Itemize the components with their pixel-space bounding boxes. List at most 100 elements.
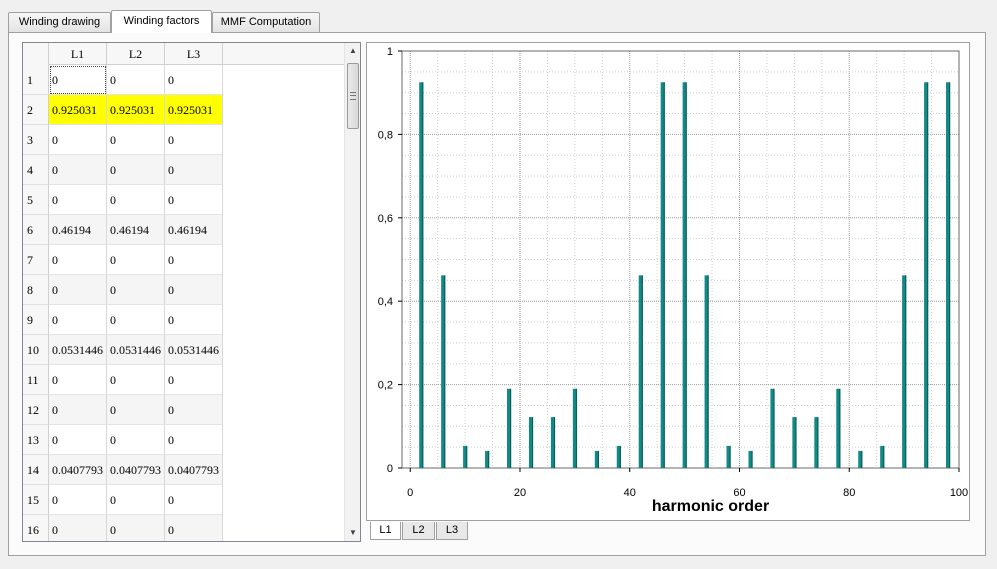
chart-bar: [770, 388, 775, 468]
scroll-up-icon[interactable]: ▲: [349, 46, 357, 55]
table-cell[interactable]: 0.0407793: [49, 455, 107, 485]
row-header[interactable]: 4: [23, 155, 49, 185]
row-header[interactable]: 2: [23, 95, 49, 125]
row-header[interactable]: 14: [23, 455, 49, 485]
table-cell[interactable]: 0: [165, 395, 223, 425]
table-cell[interactable]: 0: [165, 425, 223, 455]
table-cell[interactable]: 0: [107, 65, 165, 95]
table-cell[interactable]: 0: [165, 245, 223, 275]
table-cell[interactable]: 0.925031: [165, 95, 223, 125]
row-header[interactable]: 13: [23, 425, 49, 455]
table-row[interactable]: 12 0 0 0: [23, 395, 223, 425]
table-cell[interactable]: 0: [107, 125, 165, 155]
chart-svg: 0 0,2 0,4 0,6 0,8 1 0 20 40 60 80 100 harmonic order: [378, 46, 968, 515]
table-cell[interactable]: 0: [107, 155, 165, 185]
row-header[interactable]: 8: [23, 275, 49, 305]
row-header[interactable]: 11: [23, 365, 49, 395]
table-cell[interactable]: 0: [165, 305, 223, 335]
table-cell[interactable]: 0: [107, 365, 165, 395]
table-cell[interactable]: 0.0407793: [107, 455, 165, 485]
table-cell[interactable]: 0: [165, 365, 223, 395]
table-cell[interactable]: 0: [107, 515, 165, 541]
table-cell[interactable]: 0: [107, 185, 165, 215]
scroll-thumb[interactable]: [347, 63, 359, 129]
table-cell[interactable]: 0.0531446: [107, 335, 165, 365]
tab-winding-factors[interactable]: Winding factors: [111, 10, 212, 33]
table-cell[interactable]: 0.0531446: [165, 335, 223, 365]
table-cell[interactable]: 0: [49, 515, 107, 541]
table-cell[interactable]: 0: [107, 425, 165, 455]
table-cell[interactable]: 0.0407793: [165, 455, 223, 485]
table-cell[interactable]: 0: [49, 395, 107, 425]
table-cell[interactable]: 0: [49, 125, 107, 155]
table-row[interactable]: 10 0.0531446 0.0531446 0.0531446: [23, 335, 223, 365]
table-cell[interactable]: 0: [49, 185, 107, 215]
table-row[interactable]: 6 0.46194 0.46194 0.46194: [23, 215, 223, 245]
table-cell[interactable]: 0: [49, 155, 107, 185]
tab-mmf-computation[interactable]: MMF Computation: [212, 12, 320, 32]
table-row[interactable]: 13 0 0 0: [23, 425, 223, 455]
table-cell[interactable]: 0: [49, 305, 107, 335]
column-header-l2[interactable]: L2: [107, 43, 165, 65]
table-row[interactable]: 16 0 0 0: [23, 515, 223, 541]
table-cell[interactable]: 0: [49, 365, 107, 395]
row-header[interactable]: 7: [23, 245, 49, 275]
column-header-l1[interactable]: L1: [49, 43, 107, 65]
table-cell[interactable]: 0: [107, 485, 165, 515]
table-cell[interactable]: 0: [49, 425, 107, 455]
row-header[interactable]: 1: [23, 65, 49, 95]
table-cell[interactable]: 0: [107, 305, 165, 335]
chart-bar: [441, 275, 446, 468]
tab-winding-drawing[interactable]: Winding drawing: [8, 12, 111, 32]
row-header[interactable]: 15: [23, 485, 49, 515]
chart-bar-shade: [685, 82, 687, 469]
table-cell[interactable]: 0: [107, 395, 165, 425]
table-cell[interactable]: 0.925031: [49, 95, 107, 125]
table-cell[interactable]: 0: [165, 185, 223, 215]
row-header[interactable]: 3: [23, 125, 49, 155]
table-cell[interactable]: 0: [165, 485, 223, 515]
table-cell[interactable]: 0: [107, 245, 165, 275]
chart-bar-shade: [444, 275, 446, 468]
table-row[interactable]: 2 0.925031 0.925031 0.925031: [23, 95, 223, 125]
row-header[interactable]: 10: [23, 335, 49, 365]
table-row[interactable]: 14 0.0407793 0.0407793 0.0407793: [23, 455, 223, 485]
tab-l2[interactable]: L2: [402, 522, 435, 540]
table-cell[interactable]: 0.925031: [107, 95, 165, 125]
row-header[interactable]: 6: [23, 215, 49, 245]
row-header[interactable]: 5: [23, 185, 49, 215]
chart-bar-shade: [751, 450, 753, 468]
column-header-l3[interactable]: L3: [165, 43, 223, 65]
row-header[interactable]: 16: [23, 515, 49, 541]
table-cell[interactable]: 0: [165, 515, 223, 541]
table-cell[interactable]: 0: [49, 485, 107, 515]
table-cell[interactable]: 0: [165, 155, 223, 185]
table-cell[interactable]: 0.46194: [165, 215, 223, 245]
table-row[interactable]: 11 0 0 0: [23, 365, 223, 395]
table-cell[interactable]: 0.46194: [107, 215, 165, 245]
table-cell[interactable]: 0: [49, 65, 107, 95]
table-cell[interactable]: 0: [107, 275, 165, 305]
tab-l1[interactable]: L1: [370, 522, 401, 540]
table-cell[interactable]: 0: [165, 275, 223, 305]
table-cell[interactable]: 0: [49, 245, 107, 275]
row-header[interactable]: 9: [23, 305, 49, 335]
tab-l3[interactable]: L3: [436, 522, 468, 540]
table-cell[interactable]: 0.46194: [49, 215, 107, 245]
row-header[interactable]: 12: [23, 395, 49, 425]
table-cell[interactable]: 0: [165, 65, 223, 95]
table-cell[interactable]: 0: [49, 275, 107, 305]
scroll-down-icon[interactable]: ▼: [349, 528, 357, 537]
table-row[interactable]: 15 0 0 0: [23, 485, 223, 515]
table-cell[interactable]: 0: [165, 125, 223, 155]
grip-icon: [350, 92, 356, 100]
table-cell[interactable]: 0.0531446: [49, 335, 107, 365]
table-vertical-scrollbar[interactable]: ▲ ▼: [344, 43, 360, 541]
